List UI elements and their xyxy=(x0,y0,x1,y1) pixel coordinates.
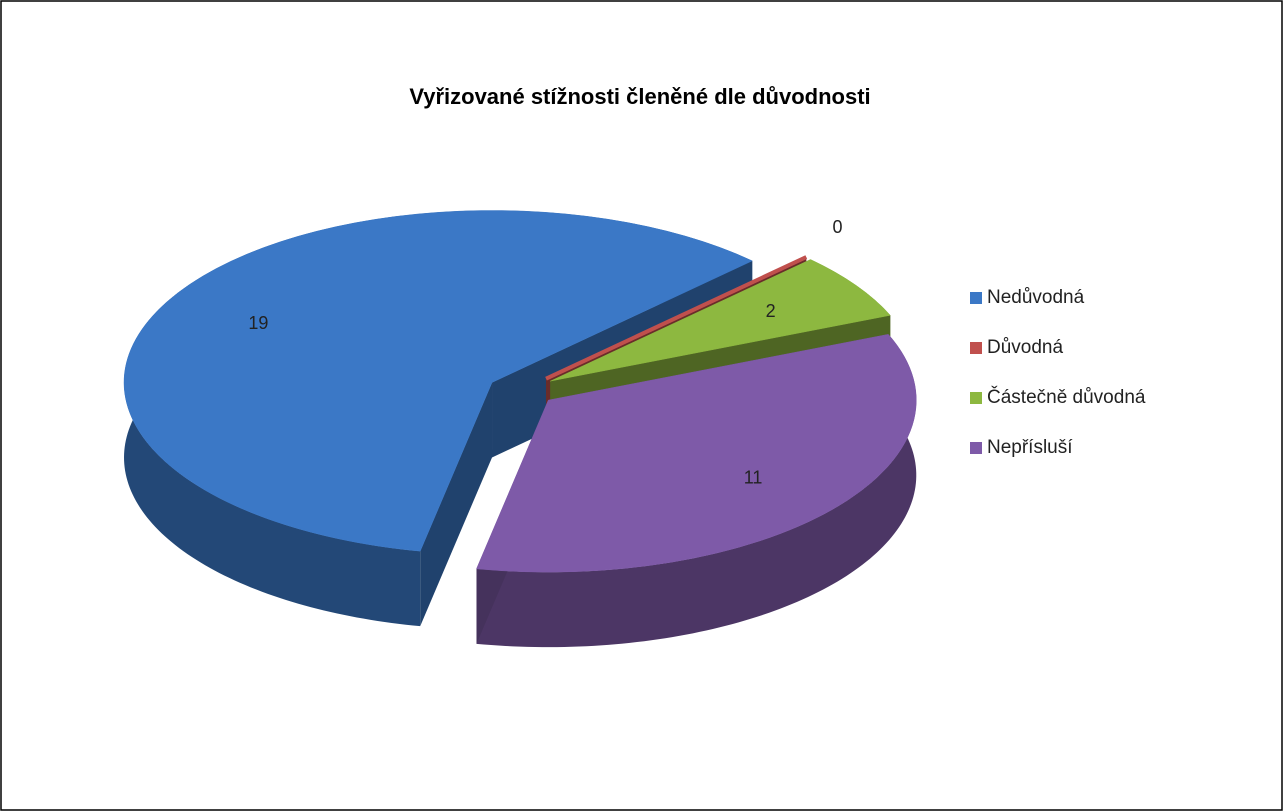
legend-swatch xyxy=(970,392,982,404)
data-label: 0 xyxy=(832,217,842,237)
slice-wall xyxy=(420,382,493,627)
slice xyxy=(476,334,917,573)
legend-label: Důvodná xyxy=(987,337,1063,358)
legend-label: Částečně důvodná xyxy=(987,386,1146,408)
legend-swatch xyxy=(970,342,982,354)
legend-swatch xyxy=(970,292,982,304)
legend-label: Nepřísluší xyxy=(987,437,1073,458)
data-label: 2 xyxy=(766,301,776,321)
slice-tops xyxy=(123,210,917,573)
chart-title: Vyřizované stížnosti členěné dle důvodno… xyxy=(409,84,870,109)
legend-swatch xyxy=(970,442,982,454)
data-label: 19 xyxy=(248,313,268,333)
slice xyxy=(550,259,891,382)
data-label: 11 xyxy=(744,467,763,487)
legend-label: Nedůvodná xyxy=(987,287,1085,308)
slice xyxy=(123,210,753,552)
slice-side xyxy=(476,334,917,648)
